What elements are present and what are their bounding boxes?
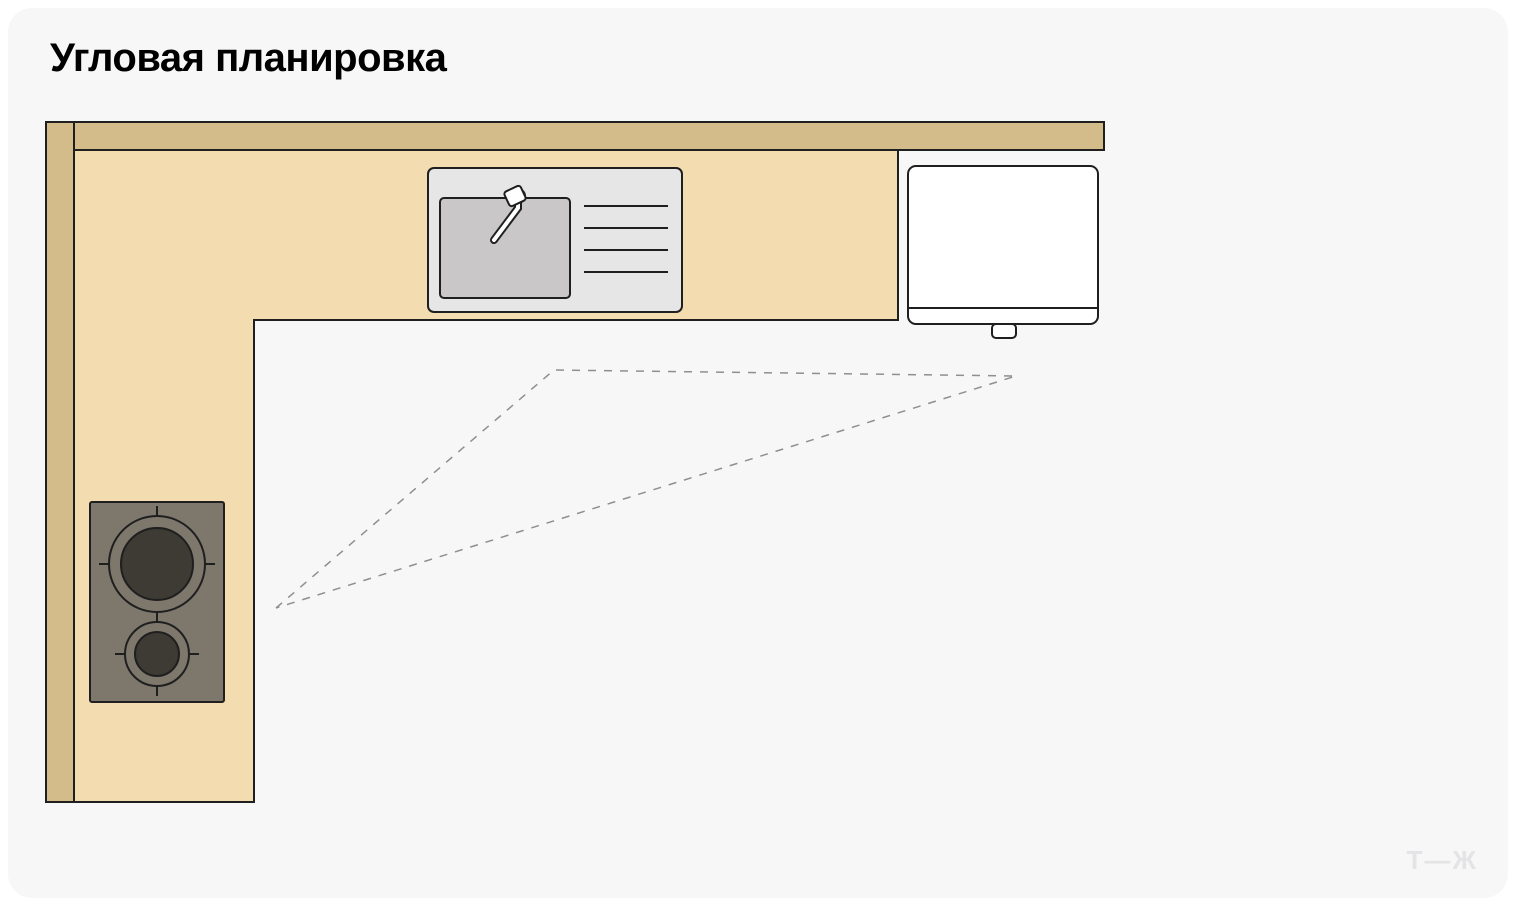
burner: [121, 528, 193, 600]
watermark: Т—Ж: [1407, 845, 1478, 876]
burner: [135, 632, 179, 676]
sink-bowl: [440, 198, 570, 298]
plan-layer: [46, 122, 1104, 802]
diagram-card: Угловая планировка Т—Ж: [8, 8, 1508, 898]
fridge-body: [908, 166, 1098, 324]
kitchen-plan-svg: [8, 8, 1508, 898]
wall-left: [46, 122, 74, 802]
work-triangle: [276, 370, 1016, 608]
fridge-handle: [992, 324, 1016, 338]
wall-top: [46, 122, 1104, 150]
